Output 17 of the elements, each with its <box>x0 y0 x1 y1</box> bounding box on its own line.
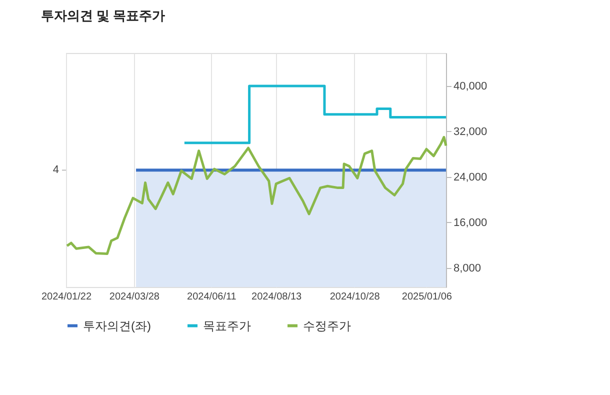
legend-label: 투자의견(좌) <box>83 318 151 333</box>
y-tick-label: 8,000 <box>454 262 482 274</box>
x-tick-label: 2024/10/28 <box>330 292 380 302</box>
x-tick-label: 2024/03/28 <box>109 292 160 302</box>
legend-label: 수정주가 <box>303 318 351 333</box>
text: 4 <box>52 164 59 176</box>
x-tick-label: 2024/06/11 <box>187 292 237 302</box>
y-tick-label: 24,000 <box>454 171 488 184</box>
chart-title: 투자의견 및 목표주가 <box>40 8 166 23</box>
y-tick-label: 32,000 <box>454 126 488 138</box>
x-tick-label: 2024/08/13 <box>252 292 302 302</box>
x-tick-label: 2025/01/06 <box>402 292 452 302</box>
line-series <box>66 136 448 256</box>
x-tick-label: 2024/01/22 <box>41 292 92 302</box>
legend-label: 목표주가 <box>203 318 251 333</box>
y-tick-label: 16,000 <box>454 217 488 229</box>
y-tick-label: 40,000 <box>454 80 488 92</box>
